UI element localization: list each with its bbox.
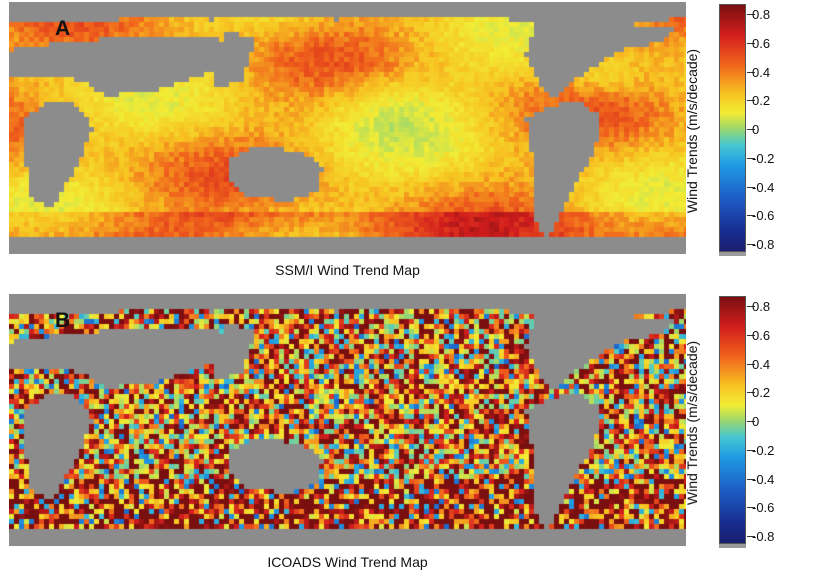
colorbar-tick-mark: [747, 536, 755, 537]
colorbar-tick-mark: [747, 100, 755, 102]
colorbar-tick-mark: [747, 449, 755, 451]
colorbar-tick-label: -0.6: [752, 500, 775, 516]
colorbar-tick-mark: [747, 42, 755, 44]
panel-label-a: A: [55, 17, 71, 40]
colorbar-tick-mark: [747, 215, 755, 217]
colorbar-tick-label: -0.8: [752, 237, 775, 252]
colorbar-tick-mark: [747, 421, 755, 422]
colorbar-tick-mark: [747, 129, 755, 130]
colorbar-tick-mark: [747, 71, 755, 73]
panel-label-b: B: [55, 309, 71, 332]
colorbar-tick-label: 0.8: [752, 299, 771, 314]
colorbar-b: [719, 296, 746, 544]
colorbar-tick-mark: [747, 186, 755, 188]
colorbar-tick-label: 0.8: [752, 7, 771, 22]
colorbar-tick-label: -0.2: [752, 150, 775, 166]
colorbar-tick-label: 0.2: [752, 385, 771, 401]
colorbar-tick-label: 0.4: [752, 64, 771, 80]
colorbar-tick-label: -0.8: [752, 529, 775, 544]
icoads-wind-trend-map: [9, 294, 686, 546]
caption-a: SSM/I Wind Trend Map: [275, 262, 420, 278]
panel-a: A 0.8 0.6 0.4 0.2 0 -0.2 -0.4 -0.6 -0.8 Wind Tre…: [0, 0, 815, 291]
colorbar-b-label-text: Wind Trends (m/s/decade): [684, 340, 700, 506]
panel-b: B 0.8 0.6 0.4 0.2 0 -0.2 -0.4 -0.6 -0.8 Wind Tre…: [0, 292, 815, 583]
colorbar-tick-mark: [747, 14, 755, 15]
colorbar-tick-mark: [747, 363, 755, 365]
ssmi-wind-trend-map: [9, 2, 686, 254]
colorbar-tick-mark: [747, 306, 755, 307]
colorbar-tick-label: -0.4: [752, 471, 775, 487]
colorbar-tick-mark: [747, 392, 755, 394]
colorbar-a-underflow: [719, 252, 746, 256]
colorbar-tick-mark: [747, 478, 755, 480]
colorbar-tick-label: -0.2: [752, 442, 775, 458]
colorbar-tick-label: 0: [752, 414, 760, 429]
colorbar-tick-mark: [747, 157, 755, 159]
colorbar-tick-label: -0.6: [752, 208, 775, 224]
colorbar-tick-mark: [747, 507, 755, 509]
colorbar-tick-label: 0.4: [752, 356, 771, 372]
colorbar-b-underflow: [719, 544, 746, 548]
colorbar-tick-label: 0.6: [752, 35, 771, 51]
colorbar-tick-label: 0.2: [752, 93, 771, 109]
colorbar-tick-label: 0.6: [752, 327, 771, 343]
colorbar-tick-mark: [747, 334, 755, 336]
caption-b: ICOADS Wind Trend Map: [267, 554, 428, 570]
colorbar-tick-mark: [747, 244, 755, 245]
colorbar-tick-label: -0.4: [752, 179, 775, 195]
colorbar-a-label-text: Wind Trends (m/s/decade): [684, 48, 700, 214]
colorbar-tick-label: 0: [752, 122, 760, 137]
colorbar-a: [719, 4, 746, 252]
